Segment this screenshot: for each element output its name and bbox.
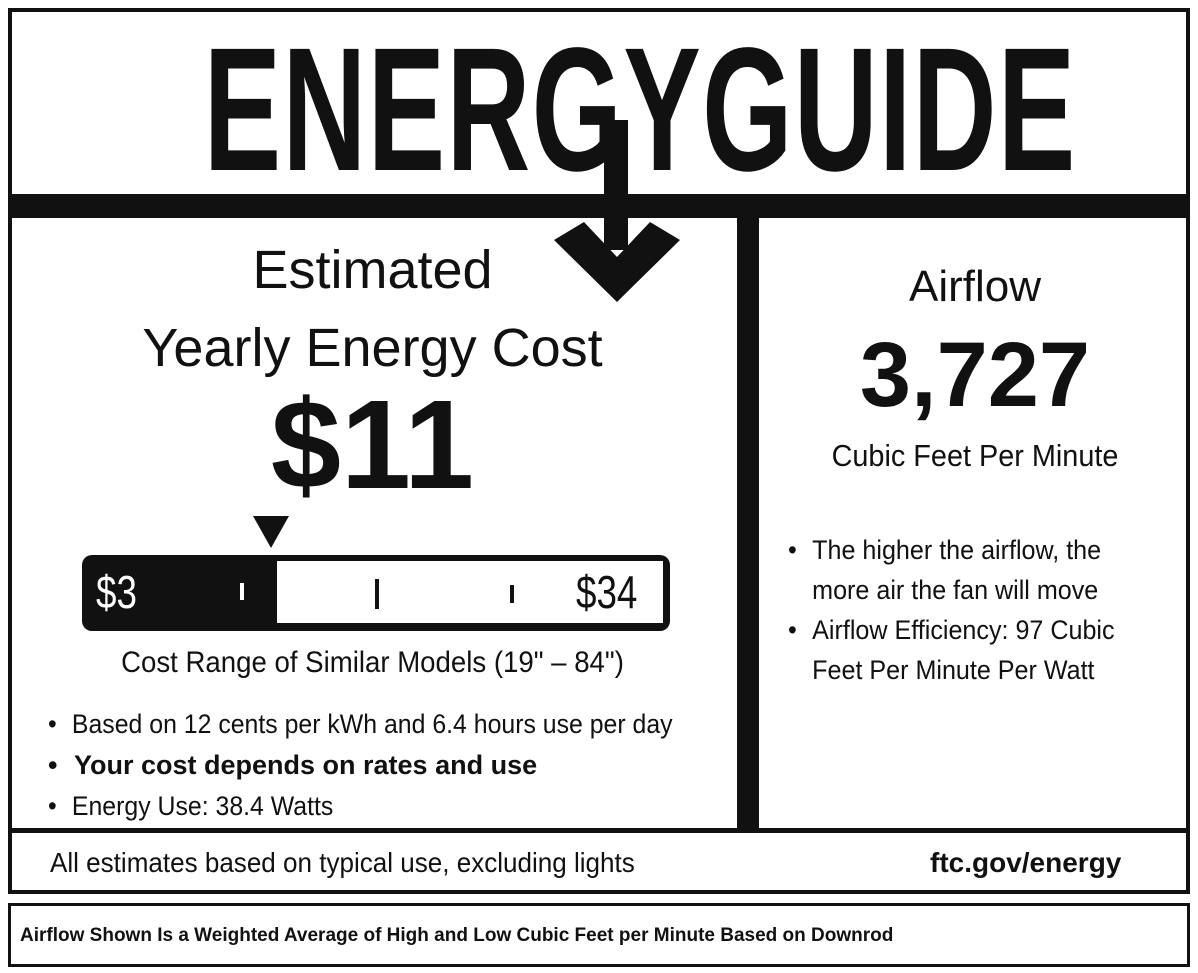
range-tick (375, 579, 379, 609)
airflow-heading: Airflow (908, 262, 1042, 311)
disclaimer-box (8, 903, 1190, 967)
note-efficiency: Airflow Efficiency: 97 Cubic Feet Per Mi… (788, 610, 1132, 690)
column-divider (737, 218, 759, 830)
header-divider (8, 194, 1190, 218)
cost-marker-icon (253, 516, 289, 548)
footer-note: All estimates based on typical use, excl… (50, 847, 635, 878)
arrow-head-icon (554, 222, 680, 302)
note-rate: Based on 12 cents per kWh and 6.4 hours … (48, 704, 673, 745)
airflow-unit: Cubic Feet Per Minute (831, 438, 1119, 473)
range-tick (240, 583, 244, 600)
range-low: $3 (96, 566, 137, 618)
yearly-cost: $11 (270, 374, 475, 515)
label-border (8, 8, 1190, 894)
cost-range-remaining (277, 561, 663, 623)
range-high: $34 (576, 566, 638, 618)
cost-notes: Based on 12 cents per kWh and 6.4 hours … (48, 704, 727, 827)
ftc-link[interactable]: ftc.gov/energy (930, 847, 1122, 878)
arrow-down-icon (604, 120, 628, 250)
heading-estimated: Estimated (252, 240, 493, 300)
airflow-notes: The higher the airflow, the more air the… (788, 530, 1132, 690)
footer-divider (8, 828, 1190, 833)
airflow-value: 3,727 (859, 324, 1091, 426)
range-tick (510, 585, 514, 603)
note-energy-use: Energy Use: 38.4 Watts (48, 786, 673, 827)
note-depends: Your cost depends on rates and use (48, 745, 727, 786)
disclaimer: Airflow Shown Is a Weighted Average of H… (20, 925, 894, 946)
cost-heading: Estimated Yearly Energy Cost (8, 240, 737, 378)
heading-yearly-energy-cost: Yearly Energy Cost (142, 318, 603, 378)
range-label: Cost Range of Similar Models (19" – 84") (121, 646, 624, 679)
note-airflow: The higher the airflow, the more air the… (788, 530, 1132, 610)
energyguide-logo: ENERGYGUIDE (203, 12, 1077, 208)
